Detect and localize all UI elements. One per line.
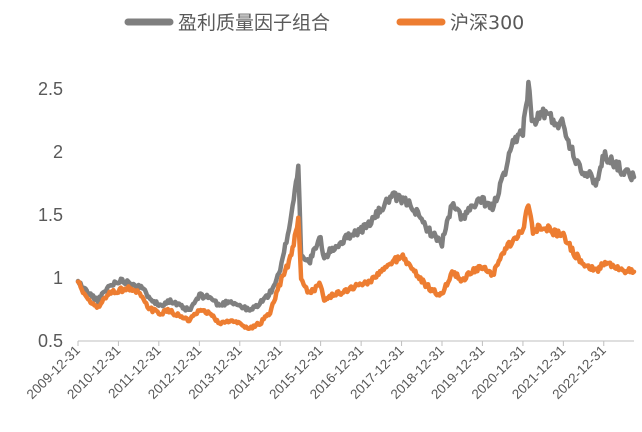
legend-item-series-0[interactable]: 盈利质量因子组合	[124, 12, 330, 34]
y-tick-label: 0.5	[38, 331, 63, 351]
y-tick-label: 2.5	[38, 79, 63, 99]
plot-area	[75, 79, 637, 332]
legend-item-series-1[interactable]: 沪深300	[396, 12, 524, 34]
series-line-0	[75, 79, 637, 313]
x-axis: 2009-12-312010-12-312011-12-312012-12-31…	[24, 340, 634, 402]
y-axis: 2.5 2 1.5 1 0.5	[38, 79, 63, 351]
legend-label-series-0: 盈利质量因子组合	[178, 12, 330, 34]
legend: 盈利质量因子组合 沪深300	[124, 12, 524, 34]
series-line-1	[75, 203, 637, 332]
y-tick-label: 1.5	[38, 205, 63, 225]
legend-label-series-1: 沪深300	[450, 12, 524, 34]
y-tick-label: 2	[53, 142, 63, 162]
y-tick-label: 1	[53, 268, 63, 288]
